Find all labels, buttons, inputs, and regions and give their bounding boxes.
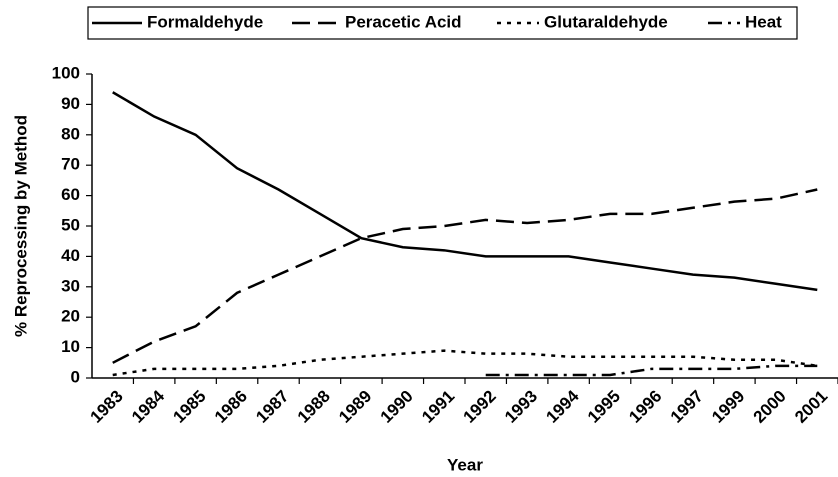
x-tick-label: 1994 xyxy=(542,386,583,427)
x-tick-label: 1993 xyxy=(501,387,541,427)
y-tick-label: 90 xyxy=(61,94,80,113)
legend-box xyxy=(87,6,798,40)
x-tick-label: 2001 xyxy=(791,387,831,427)
y-tick-label: 0 xyxy=(71,367,80,386)
x-tick-label: 1999 xyxy=(708,387,748,427)
x-tick-label: 2000 xyxy=(750,387,790,427)
y-tick-label: 60 xyxy=(61,185,80,204)
x-tick-label: 1987 xyxy=(252,387,292,427)
series-line xyxy=(112,91,818,292)
y-axis-title: % Reprocessing by Method xyxy=(11,115,30,337)
x-tick-label: 1995 xyxy=(584,387,624,427)
x-tick-label: 1988 xyxy=(294,387,334,427)
x-axis-title: Year xyxy=(447,455,483,474)
x-tick-label: 1989 xyxy=(335,387,375,427)
series-line xyxy=(485,364,818,377)
x-tick-label: 1996 xyxy=(625,387,665,427)
legend-label: Formaldehyde xyxy=(147,12,263,31)
x-tick-label: 1985 xyxy=(169,387,209,427)
x-tick-label: 1990 xyxy=(377,387,417,427)
y-tick-label: 30 xyxy=(61,276,80,295)
y-tick-label: 100 xyxy=(52,63,80,82)
legend-label: Peracetic Acid xyxy=(345,12,462,31)
x-tick-label: 1983 xyxy=(87,387,127,427)
y-tick-label: 40 xyxy=(61,246,80,265)
y-tick-label: 70 xyxy=(61,155,80,174)
series-line xyxy=(112,188,818,364)
y-tick-label: 20 xyxy=(61,307,80,326)
y-tick-label: 50 xyxy=(61,215,80,234)
y-tick-label: 10 xyxy=(61,337,80,356)
y-tick-label: 80 xyxy=(61,124,80,143)
x-tick-label: 1986 xyxy=(211,387,251,427)
x-tick-label: 1984 xyxy=(128,386,169,427)
x-tick-label: 1997 xyxy=(667,387,707,427)
x-tick-label: 1992 xyxy=(460,387,500,427)
series-line xyxy=(112,349,818,377)
legend-label: Glutaraldehyde xyxy=(544,12,668,31)
legend-label: Heat xyxy=(745,12,782,31)
x-tick-label: 1991 xyxy=(418,387,458,427)
